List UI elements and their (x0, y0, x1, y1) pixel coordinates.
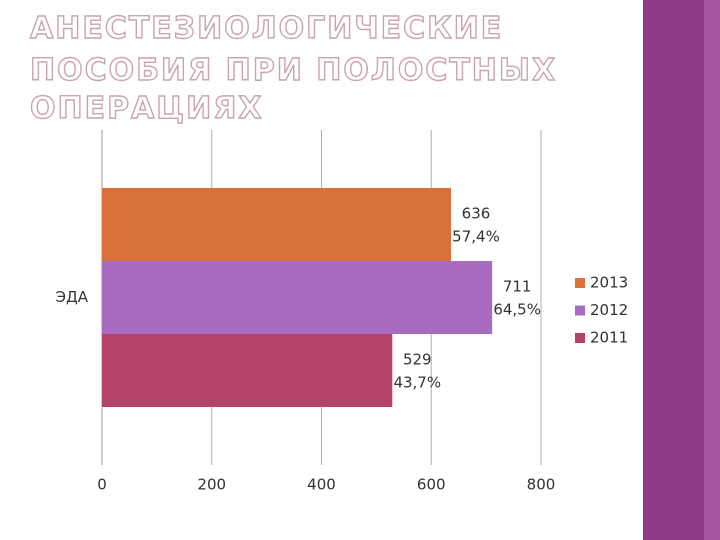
data-label: 711 (503, 278, 532, 296)
chart-title: ОПЕРАЦИЯХ (30, 91, 263, 126)
bar (102, 334, 393, 407)
bar (102, 188, 452, 261)
x-tick-label: 800 (527, 476, 556, 494)
bar (102, 261, 493, 334)
data-label: 43,7% (393, 374, 441, 392)
x-tick-label: 200 (197, 476, 226, 494)
category-label: ЭДА (56, 288, 89, 306)
x-tick-label: 600 (417, 476, 446, 494)
legend-label: 2013 (590, 274, 628, 292)
legend-label: 2012 (590, 301, 628, 319)
side-stripe-edge (704, 0, 720, 540)
legend-swatch (575, 333, 585, 343)
legend-swatch (575, 278, 585, 288)
chart-title: ПОСОБИЯ ПРИ ПОЛОСТНЫХ (30, 53, 557, 88)
data-label: 529 (403, 351, 432, 369)
legend-swatch (575, 305, 585, 316)
x-tick-label: 400 (307, 476, 336, 494)
legend-label: 2011 (590, 329, 628, 347)
data-label: 636 (462, 205, 491, 223)
x-tick-label: 0 (97, 476, 107, 494)
chart-title: АНЕСТЕЗИОЛОГИЧЕСКИЕ (30, 11, 503, 46)
data-label: 57,4% (452, 228, 500, 246)
data-label: 64,5% (493, 301, 541, 319)
